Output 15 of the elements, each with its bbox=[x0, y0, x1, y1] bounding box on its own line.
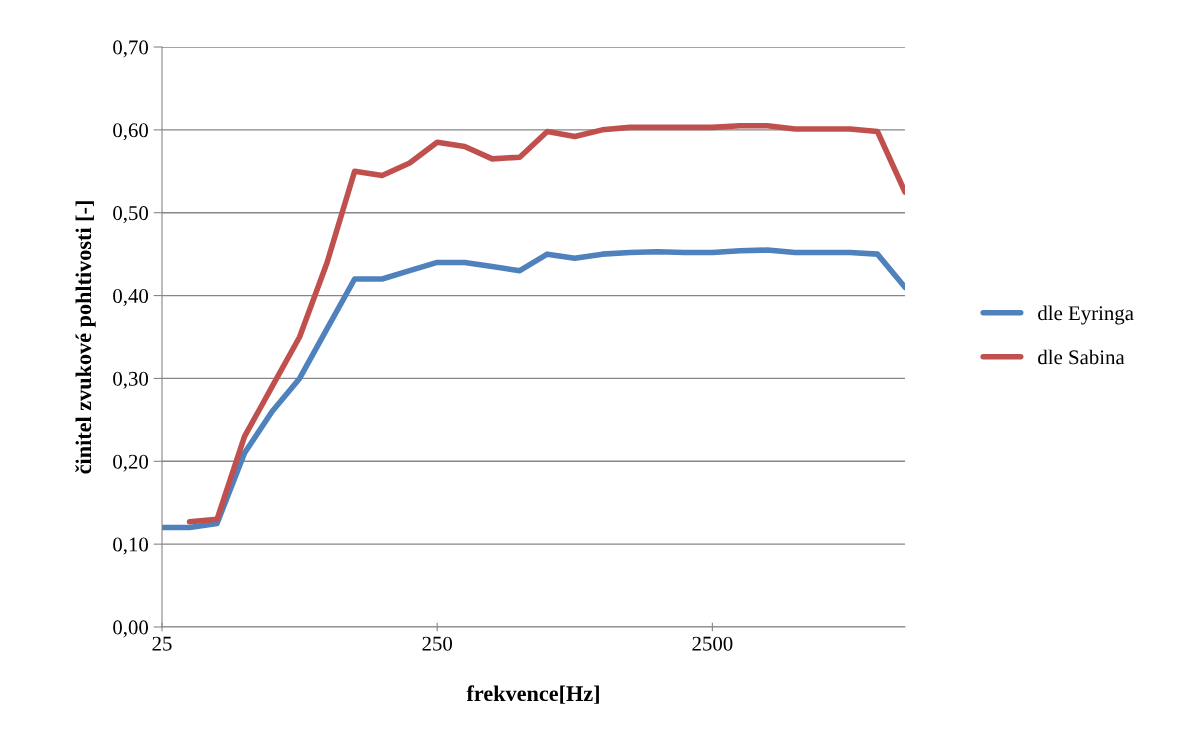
legend-label: dle Eyringa bbox=[1038, 305, 1134, 325]
x-axis-title: frekvence[Hz] bbox=[466, 685, 599, 704]
y-axis-title: činitel zvukové pohltivosti [-] bbox=[75, 201, 96, 474]
y-tick-label: 0,70 bbox=[113, 40, 149, 58]
y-tick-label: 0,10 bbox=[113, 537, 149, 555]
y-tick-label: 0,40 bbox=[113, 288, 149, 306]
y-tick-label: 0,60 bbox=[113, 123, 149, 141]
x-tick-label: 2500 bbox=[692, 636, 733, 651]
y-tick-label: 0,50 bbox=[113, 206, 149, 224]
y-tick-label: 0,00 bbox=[113, 620, 149, 638]
y-tick-label: 0,30 bbox=[113, 371, 149, 389]
x-tick-label: 25 bbox=[152, 636, 172, 651]
legend-label: dle Sabina bbox=[1038, 349, 1125, 365]
y-tick-label: 0,20 bbox=[113, 454, 149, 472]
x-tick-label: 250 bbox=[422, 636, 453, 651]
